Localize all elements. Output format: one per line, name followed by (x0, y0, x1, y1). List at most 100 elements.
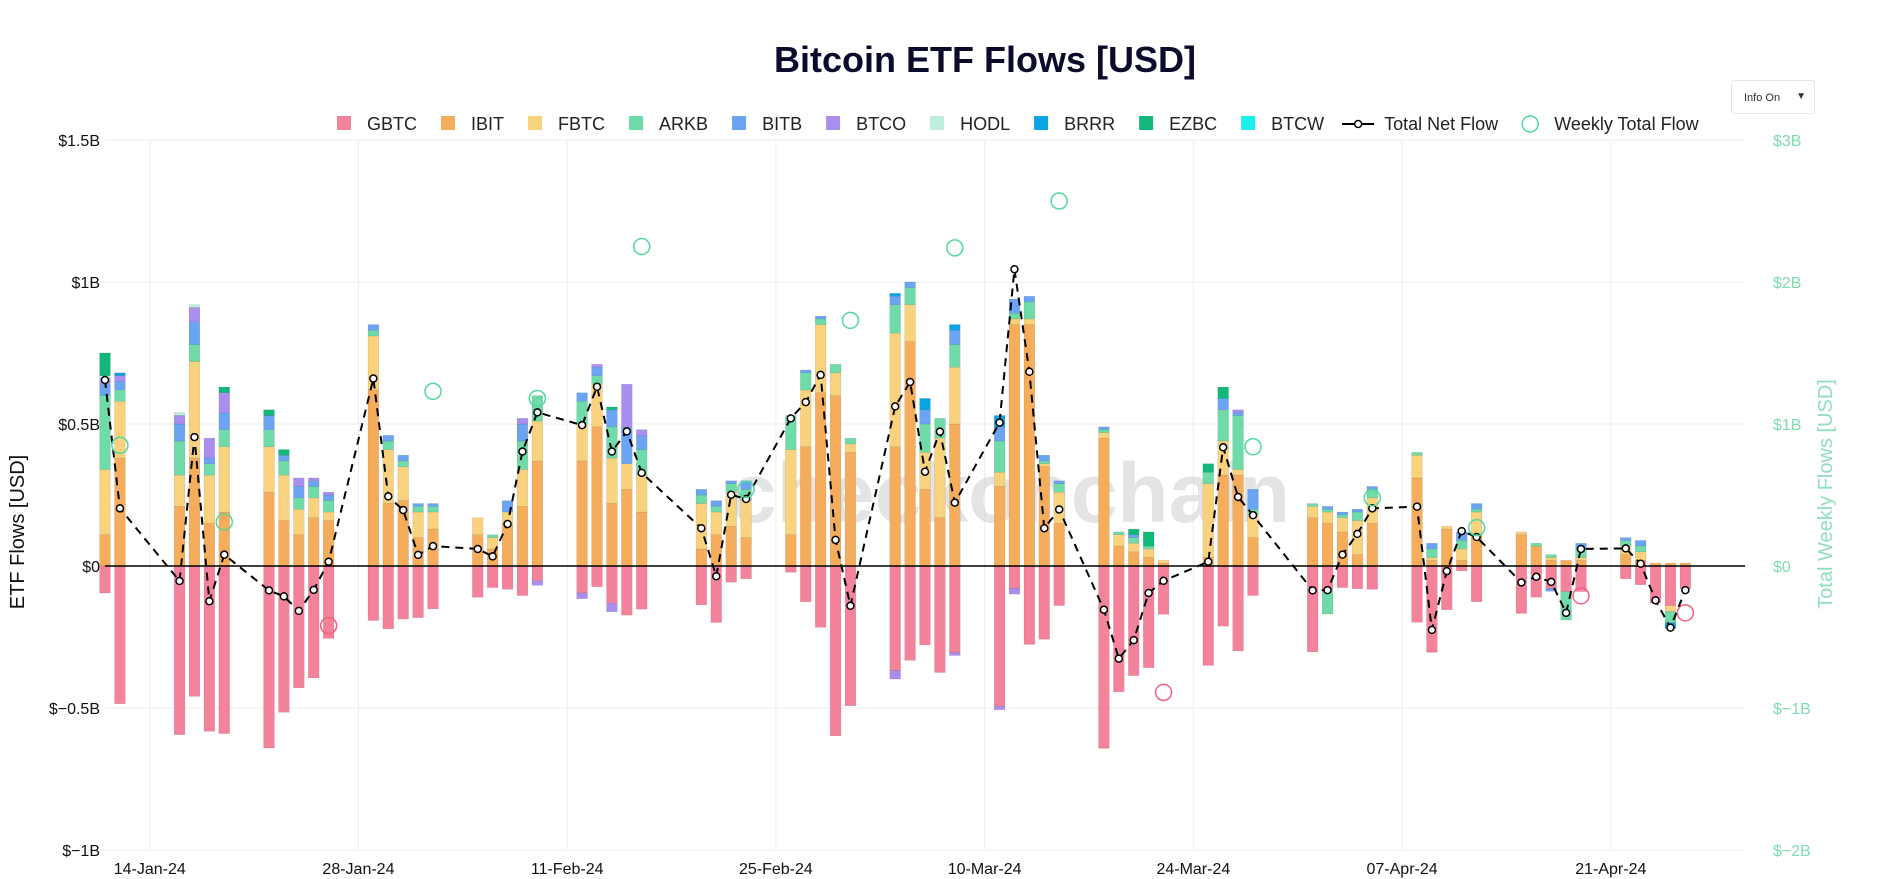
bar-btco (889, 670, 901, 680)
total-net-flow-point (1412, 502, 1422, 511)
bar-btco (949, 652, 961, 656)
total-net-flow-point (890, 402, 900, 411)
bar-ibit (1008, 324, 1021, 567)
info-dropdown[interactable]: Info On ▼ (1731, 80, 1815, 114)
x-tick-label: 14-Jan-24 (114, 861, 186, 878)
bar-fbtc (114, 401, 126, 459)
bar-ibit (278, 520, 290, 567)
bar-ibit (934, 517, 946, 567)
weekly-total-point (319, 616, 338, 635)
total-net-flow-point (413, 550, 423, 560)
bar-bitb (800, 369, 812, 374)
bar-bitb (412, 503, 424, 507)
bar-bitb (1471, 503, 1483, 510)
bar-bitb (636, 435, 648, 450)
bar-gbtc (1366, 565, 1378, 590)
bar-bitb (904, 281, 916, 288)
bar-gbtc (1530, 565, 1542, 598)
bar-bitb (1366, 486, 1378, 490)
bar-gbtc (829, 565, 842, 737)
bar-arkb (1471, 508, 1483, 513)
weekly-total-point (632, 237, 651, 256)
bar-bitb (397, 454, 409, 462)
bar-arkb (1232, 415, 1244, 470)
bar-btco (993, 706, 1006, 710)
total-net-flow-point (592, 382, 602, 392)
bar-arkb (308, 486, 320, 499)
bar-gbtc (1202, 565, 1214, 666)
total-net-flow-point (309, 585, 318, 595)
bar-gbtc (949, 565, 961, 653)
bar-arkb (695, 494, 707, 504)
bar-gbtc (621, 565, 633, 616)
bar-bitb (1128, 534, 1140, 538)
bar-arkb (1307, 503, 1319, 507)
legend-item-fbtc-swatch (528, 116, 543, 130)
legend-item-ibit-label: IBIT (471, 114, 504, 134)
bar-ibit (1217, 474, 1229, 567)
bar-gbtc (1232, 565, 1244, 652)
bar-ibit (1620, 554, 1632, 567)
bar-gbtc (1679, 565, 1691, 589)
total-net-flow-point (205, 596, 214, 606)
bar-arkb (397, 460, 409, 467)
bar-fbtc (99, 469, 111, 536)
bar-ibit (1113, 545, 1125, 567)
bar-fbtc (710, 511, 722, 536)
bar-fbtc (173, 474, 186, 507)
legend-item-hodl-swatch (930, 116, 945, 130)
bar-bitb (1620, 537, 1632, 541)
total-net-flow-point (533, 408, 542, 417)
bar-gbtc (919, 565, 931, 646)
total-net-flow-point (100, 375, 110, 385)
bar-ibit (621, 489, 633, 567)
total-net-flow-point (577, 420, 587, 430)
bar-ezbc (606, 406, 618, 411)
bar-ibit (1098, 437, 1110, 567)
chevron-down-icon: ▼ (1796, 91, 1806, 102)
bar-ibit (1321, 523, 1334, 567)
total-net-flow-point (1308, 586, 1317, 595)
bar-bitb (949, 330, 961, 345)
bar-arkb (1426, 548, 1438, 558)
bar-gbtc (695, 565, 707, 606)
bar-gbtc (993, 565, 1006, 707)
bar-gbtc (1157, 565, 1170, 615)
total-net-flow-line (100, 264, 1690, 663)
bar-fbtc (889, 332, 901, 447)
total-net-flow-point (1681, 585, 1690, 595)
bar-ibit (367, 389, 379, 567)
total-net-flow-point (846, 601, 855, 611)
bar-hodl (188, 304, 201, 308)
total-net-flow-point (1517, 578, 1526, 587)
total-net-flow-point (1159, 576, 1168, 586)
weekly-total-point (1050, 192, 1068, 210)
bar-btco (308, 477, 320, 482)
bar-fbtc (1336, 517, 1349, 533)
legend-item-arkb-swatch (629, 116, 644, 130)
bar-arkb (1530, 543, 1542, 547)
bar-btco (531, 580, 543, 586)
bar-gbtc (1038, 565, 1050, 640)
bar-bitb (1008, 298, 1021, 314)
bar-gbtc (516, 565, 529, 596)
bar-gbtc (1217, 565, 1229, 627)
weekly-total-point (1244, 437, 1262, 456)
bar-fbtc (576, 423, 588, 462)
bar-ibit (576, 460, 588, 567)
legend-item-brrr-swatch (1034, 116, 1049, 130)
total-net-flow-point (1248, 510, 1258, 520)
bar-bitb (1232, 412, 1244, 416)
bar-ibit (993, 486, 1006, 567)
bar-ibit (1411, 477, 1423, 567)
bar-ibit (1023, 324, 1035, 567)
bar-bitb (501, 500, 514, 513)
bar-gbtc (382, 565, 394, 630)
bar-arkb (1321, 508, 1334, 513)
y2-tick-label: $1B (1773, 417, 1801, 434)
bar-bitb (218, 412, 230, 430)
bar-fbtc (829, 372, 842, 396)
bar-ibit (695, 548, 707, 567)
bar-bitb (382, 435, 394, 442)
